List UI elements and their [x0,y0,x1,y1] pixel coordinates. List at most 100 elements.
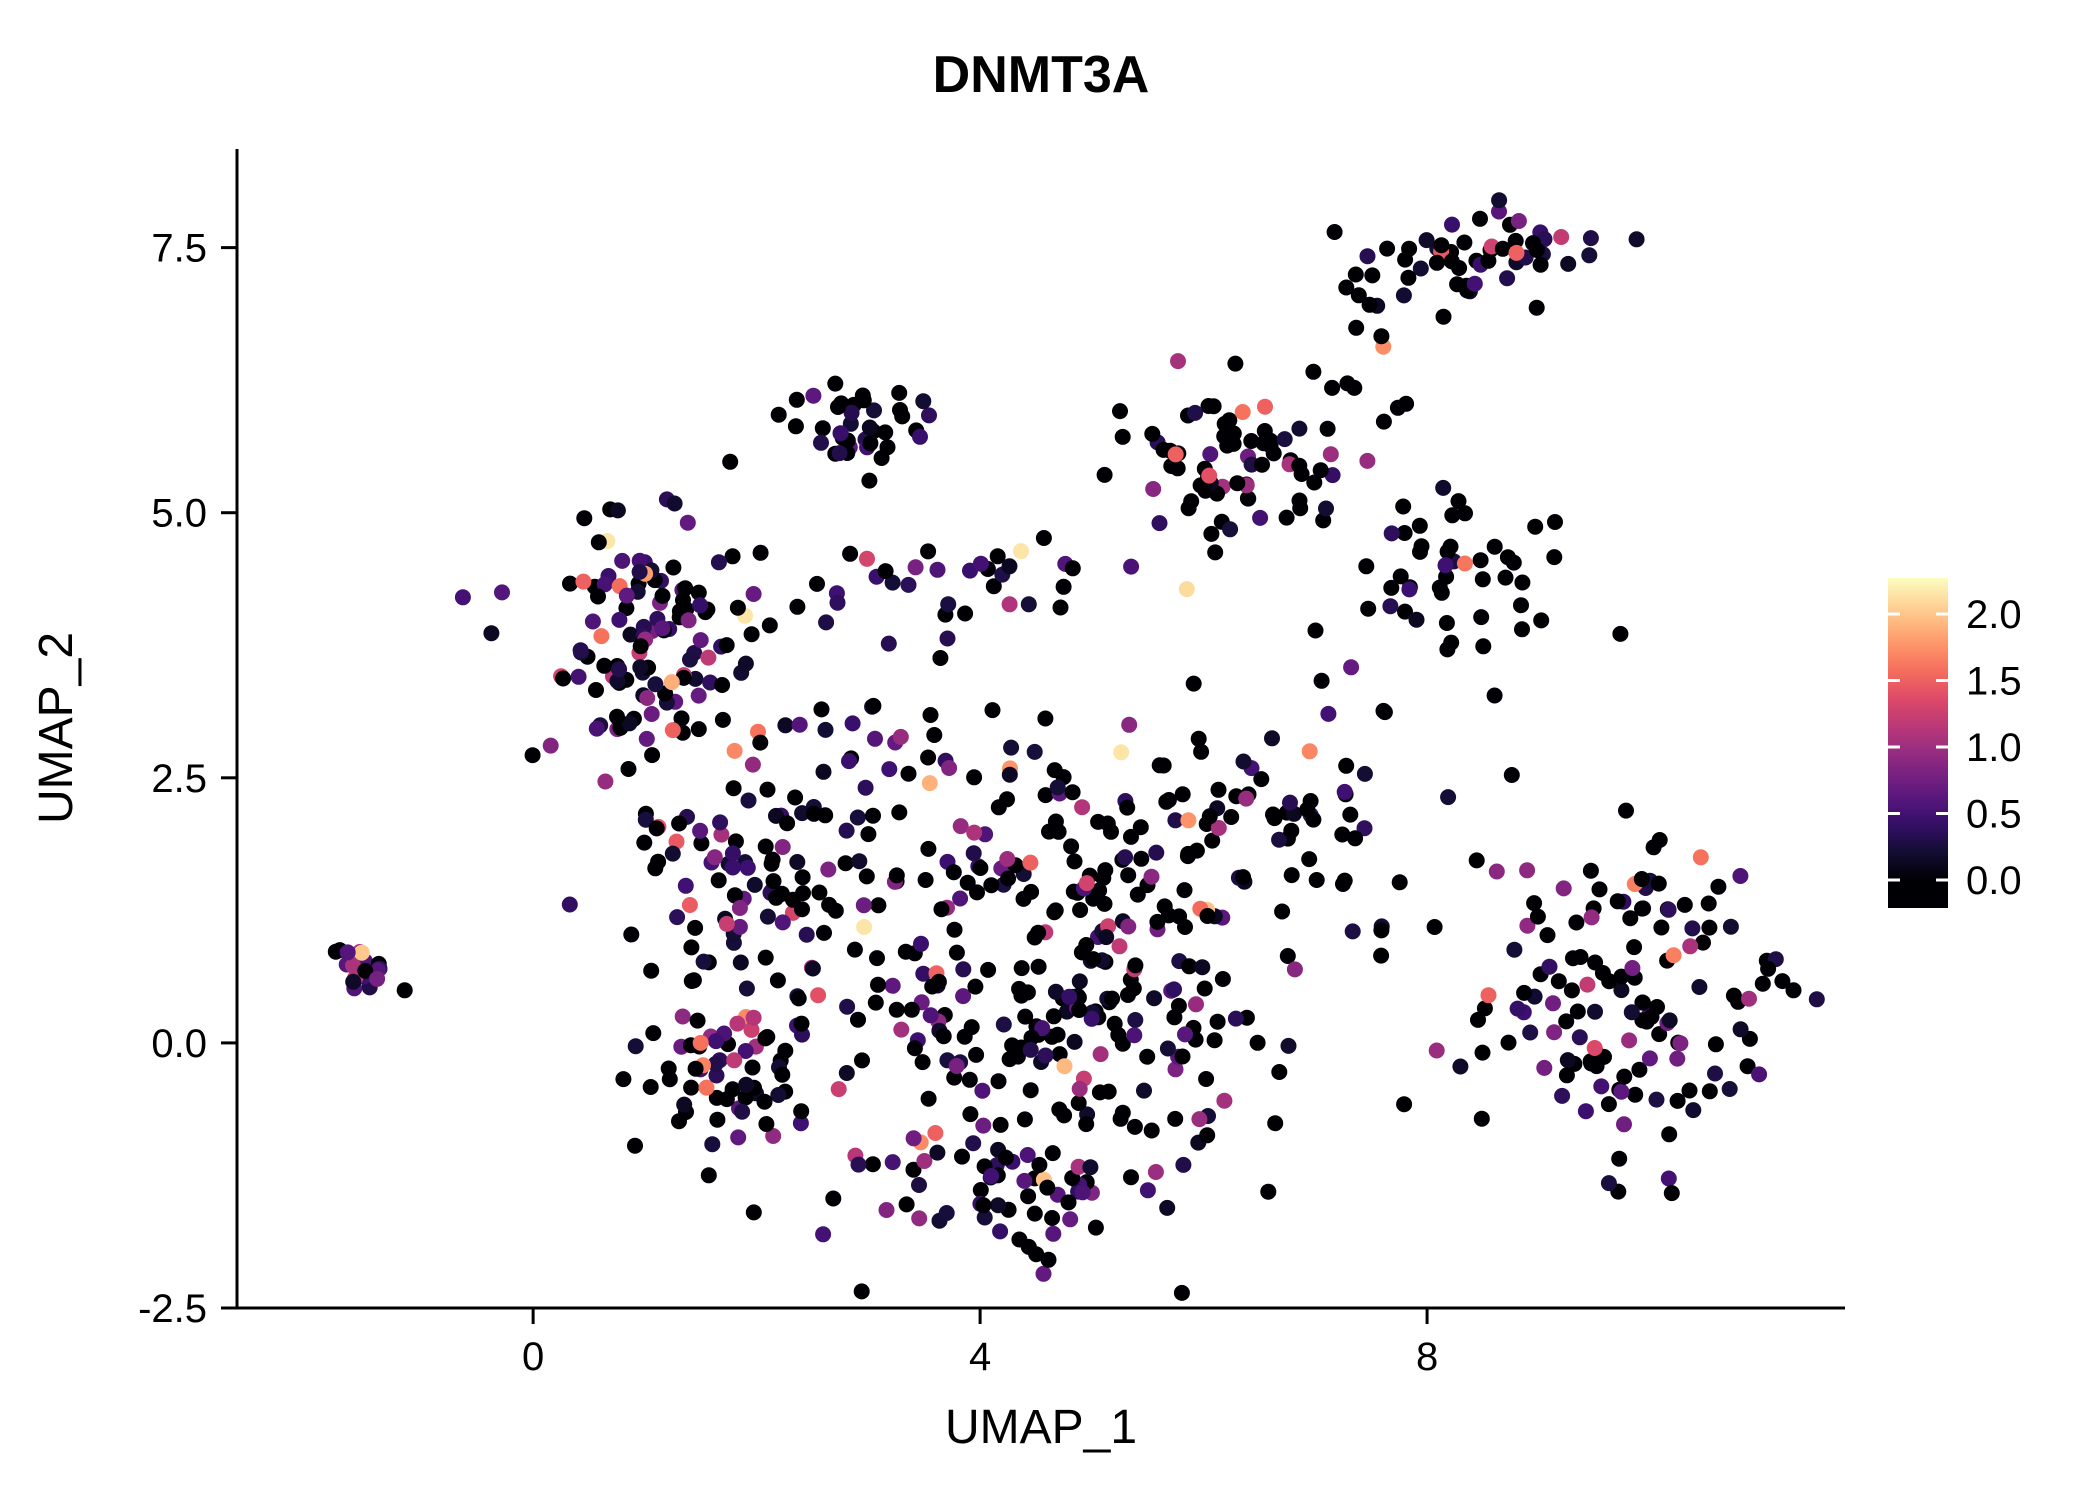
data-point [789,854,806,870]
data-point [1143,868,1160,885]
data-point [793,1015,810,1032]
data-point [1571,1029,1588,1046]
data-point [1022,1082,1039,1099]
data-point [858,868,875,885]
y-axis-label: UMAP_2 [30,632,83,824]
data-point [1210,820,1227,836]
data-point [1695,934,1711,951]
data-point [956,1028,973,1045]
data-point [1238,790,1255,807]
data-point [1204,832,1221,849]
data-point [843,404,860,421]
data-point [844,715,861,732]
data-point [1020,596,1037,613]
data-point [1156,898,1173,915]
data-point [726,742,743,759]
data-point [864,1156,881,1173]
data-point [1648,1091,1665,1108]
data-point [1104,990,1121,1007]
data-point [860,826,877,843]
data-point [1188,842,1205,859]
data-point [1174,786,1191,803]
data-point [1700,895,1717,912]
data-point [1111,938,1128,955]
data-point [915,965,932,982]
data-point [820,861,837,878]
data-point [730,1129,747,1146]
data-point [1292,500,1309,517]
data-point [1669,1092,1686,1109]
data-point [1063,838,1080,855]
data-point [1167,446,1184,463]
data-point [631,552,648,569]
data-point [905,1161,922,1178]
data-point [1558,1013,1575,1030]
data-point [1097,862,1114,879]
data-point [645,1025,662,1042]
data-point [1536,1059,1553,1076]
data-point [611,661,628,678]
data-point [1035,1265,1052,1282]
data-point [1260,1183,1277,1200]
data-point [454,589,471,606]
data-point [700,649,717,666]
data-point [777,717,794,734]
data-point [985,578,1002,595]
data-point [1359,452,1376,469]
data-point [1529,908,1546,925]
data-point [1207,544,1224,561]
data-point [1514,621,1530,638]
data-point [1356,820,1373,837]
data-point [1181,958,1198,975]
data-point [683,939,700,956]
data-point [1022,854,1039,871]
data-point [621,715,638,732]
data-point [1514,574,1531,591]
data-point [974,1082,991,1099]
data-point [898,1196,915,1213]
data-point [734,1103,751,1120]
data-point [1707,1036,1724,1053]
data-point [1278,509,1295,526]
data-point [884,977,901,994]
data-point [1216,1092,1233,1109]
data-point [1000,870,1017,887]
data-point [681,897,698,913]
data-point [1396,525,1413,541]
data-point [1342,806,1359,823]
data-point [1001,558,1018,575]
y-tick-label: 2.5 [151,757,207,801]
data-point [1078,1116,1095,1133]
data-point [920,749,937,766]
data-point [791,716,808,733]
data-point [690,721,707,738]
data-point [707,1055,724,1072]
data-point [1558,1067,1575,1084]
data-point [1030,924,1047,941]
data-point [483,625,500,642]
data-point [1003,739,1020,756]
data-point [827,902,844,919]
data-point [1438,615,1455,631]
data-point [792,1115,809,1132]
data-point [917,872,934,888]
data-point [1307,622,1324,639]
data-point [1397,603,1413,620]
data-point [1177,1026,1193,1043]
data-point [1071,973,1088,990]
data-point [1253,771,1270,788]
data-point [1457,505,1473,522]
data-point [862,435,879,452]
data-point [1279,948,1296,964]
data-point [710,872,727,889]
data-point [1491,203,1507,220]
data-point [1722,918,1739,935]
data-point [972,1182,989,1198]
data-point [1650,875,1667,892]
data-point [1145,481,1162,497]
data-point [983,1168,1000,1184]
data-point [1509,1000,1526,1017]
data-point [677,580,694,597]
colorbar-tick-label: 2.0 [1966,593,2022,637]
data-point [1376,704,1393,721]
